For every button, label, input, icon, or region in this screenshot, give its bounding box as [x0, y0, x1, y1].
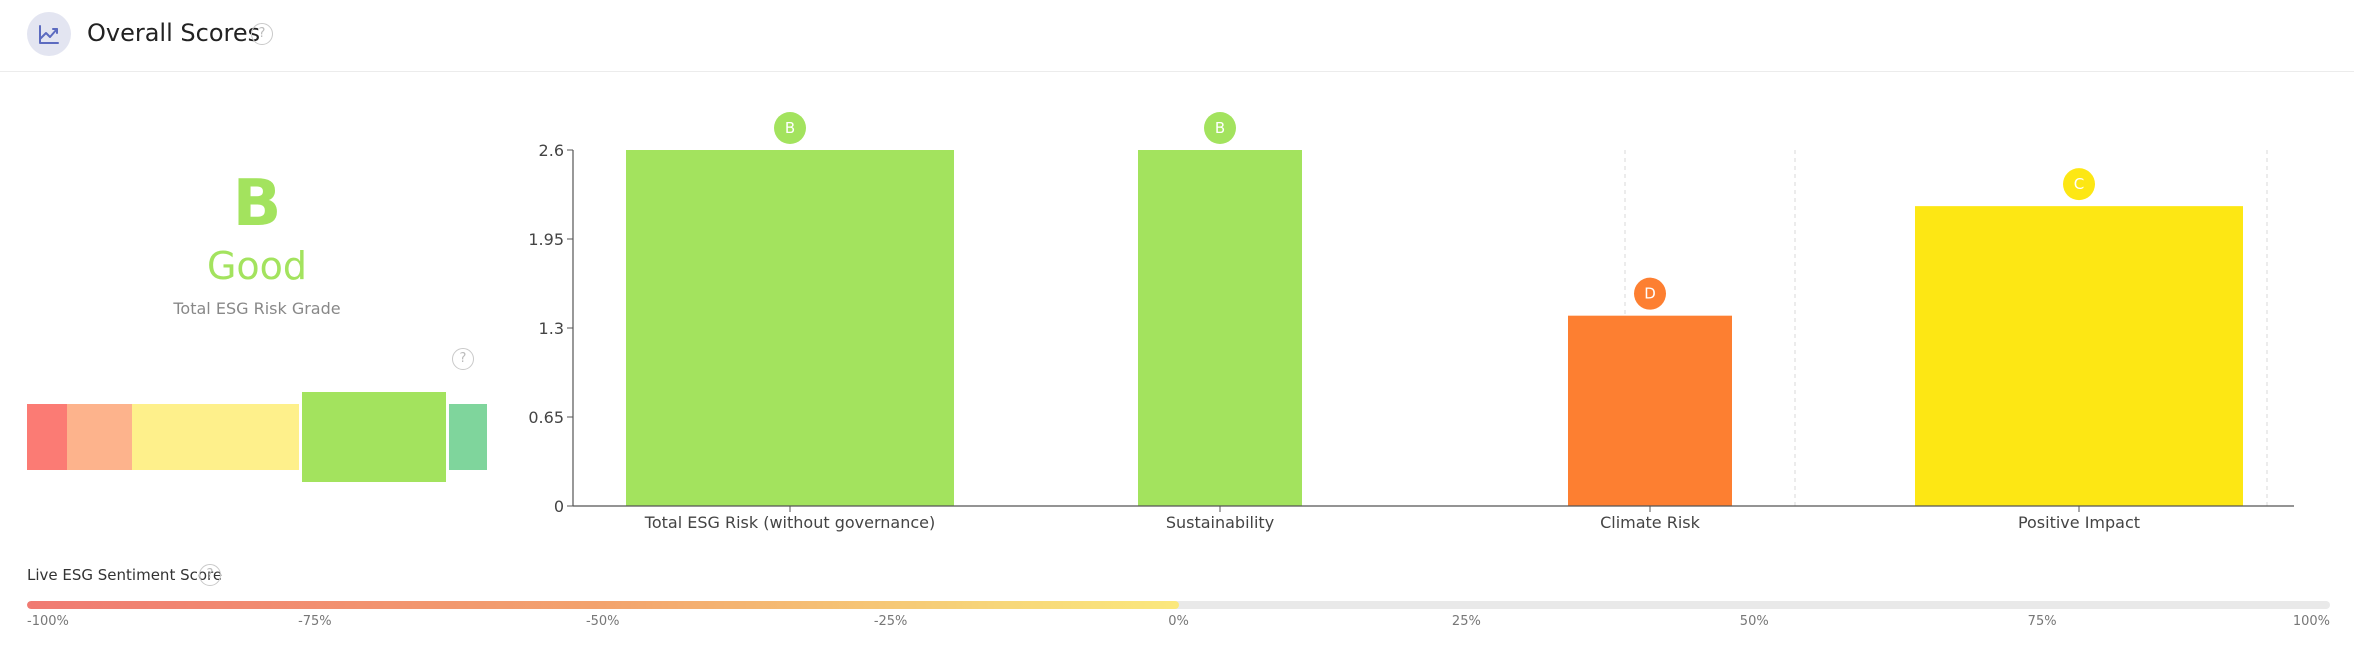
grade-caption: Total ESG Risk Grade: [173, 299, 341, 318]
page-title: Overall Scores: [87, 19, 261, 47]
help-icon[interactable]: ?: [251, 23, 273, 45]
grade-scale-segment-d: [67, 404, 132, 470]
grade-badge: [1204, 112, 1236, 144]
x-tick-label: Sustainability: [1166, 513, 1274, 532]
bar-chart: 0 0.65 1.3 1.95 2.6 B Total ESG Risk (without …: [528, 112, 2294, 532]
grade-badge: [774, 112, 806, 144]
sentiment-bar-fill: [27, 601, 1179, 609]
x-tick-label: Total ESG Risk (without governance): [644, 513, 935, 532]
grade-scale-segment-b: [302, 392, 446, 482]
bar: [626, 150, 954, 506]
grade-badge: [1634, 277, 1666, 310]
y-tick-label: 0.65: [528, 408, 564, 427]
sentiment-tick-label: 100%: [2292, 614, 2330, 629]
grade-badge-label: B: [1215, 119, 1225, 137]
grade-scale-segment-c: [132, 404, 302, 470]
bar: [1915, 206, 2243, 506]
y-tick-label: 0: [554, 497, 564, 516]
x-tick-label: Climate Risk: [1600, 513, 1701, 532]
grade-badge-label: D: [1644, 285, 1656, 303]
grade-badge-label: C: [2074, 175, 2084, 193]
grade-badge-label: B: [785, 119, 795, 137]
sentiment-tick-label: 25%: [1451, 614, 1481, 629]
section-header: Overall Scores ?: [0, 0, 2354, 72]
y-tick-label: 1.95: [528, 230, 564, 249]
grade-letter: B: [232, 167, 282, 241]
x-tick-label: Positive Impact: [2018, 513, 2140, 532]
grade-help-icon[interactable]: ?: [452, 348, 474, 370]
sentiment-tick-label: -50%: [585, 614, 620, 629]
bar: [1568, 315, 1732, 506]
chart-trend-icon: [27, 12, 71, 56]
sentiment-tick-label: 75%: [2027, 614, 2057, 629]
grade-badge: [2063, 168, 2095, 201]
grade-label: Good: [206, 244, 308, 288]
sentiment-tick-label: -100%: [27, 614, 69, 629]
sentiment-label: Live ESG Sentiment Score: [27, 566, 222, 584]
sentiment-bar-track: [27, 601, 2330, 609]
sentiment-tick-label: -25%: [873, 614, 908, 629]
bar: [1138, 150, 1302, 506]
y-tick-label: 1.3: [539, 319, 564, 338]
sentiment-label-text: Live ESG Sentiment Score: [27, 566, 223, 584]
sentiment-tick-label: -75%: [298, 614, 332, 629]
sentiment-tick-label: 0%: [1168, 614, 1189, 629]
sentiment-tick-label: 50%: [1739, 614, 1769, 629]
grade-scale-segment-a: [446, 404, 487, 470]
y-tick-label: 2.6: [539, 141, 564, 160]
grade-scale-segment-e: [27, 404, 67, 470]
sentiment-help-icon[interactable]: ?: [199, 564, 221, 586]
